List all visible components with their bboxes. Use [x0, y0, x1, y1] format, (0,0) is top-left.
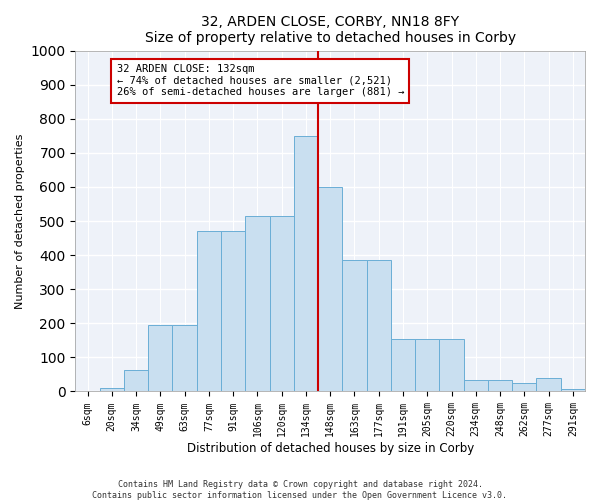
Bar	[148, 325, 172, 392]
Bar	[488, 380, 512, 392]
Bar	[415, 338, 439, 392]
Text: 32 ARDEN CLOSE: 132sqm
← 74% of detached houses are smaller (2,521)
26% of semi-: 32 ARDEN CLOSE: 132sqm ← 74% of detached…	[116, 64, 404, 98]
Bar	[536, 378, 561, 392]
Bar	[124, 370, 148, 392]
Bar	[269, 216, 294, 392]
Bar	[100, 388, 124, 392]
Bar	[343, 260, 367, 392]
Bar	[367, 260, 391, 392]
Bar	[221, 231, 245, 392]
Y-axis label: Number of detached properties: Number of detached properties	[15, 134, 25, 308]
Bar	[294, 136, 318, 392]
Bar	[464, 380, 488, 392]
Bar	[439, 338, 464, 392]
Title: 32, ARDEN CLOSE, CORBY, NN18 8FY
Size of property relative to detached houses in: 32, ARDEN CLOSE, CORBY, NN18 8FY Size of…	[145, 15, 516, 45]
Bar	[512, 383, 536, 392]
Bar	[172, 325, 197, 392]
Bar	[245, 216, 269, 392]
Bar	[391, 338, 415, 392]
Text: Contains HM Land Registry data © Crown copyright and database right 2024.
Contai: Contains HM Land Registry data © Crown c…	[92, 480, 508, 500]
X-axis label: Distribution of detached houses by size in Corby: Distribution of detached houses by size …	[187, 442, 474, 455]
Bar	[561, 388, 585, 392]
Bar	[318, 187, 343, 392]
Bar	[197, 231, 221, 392]
